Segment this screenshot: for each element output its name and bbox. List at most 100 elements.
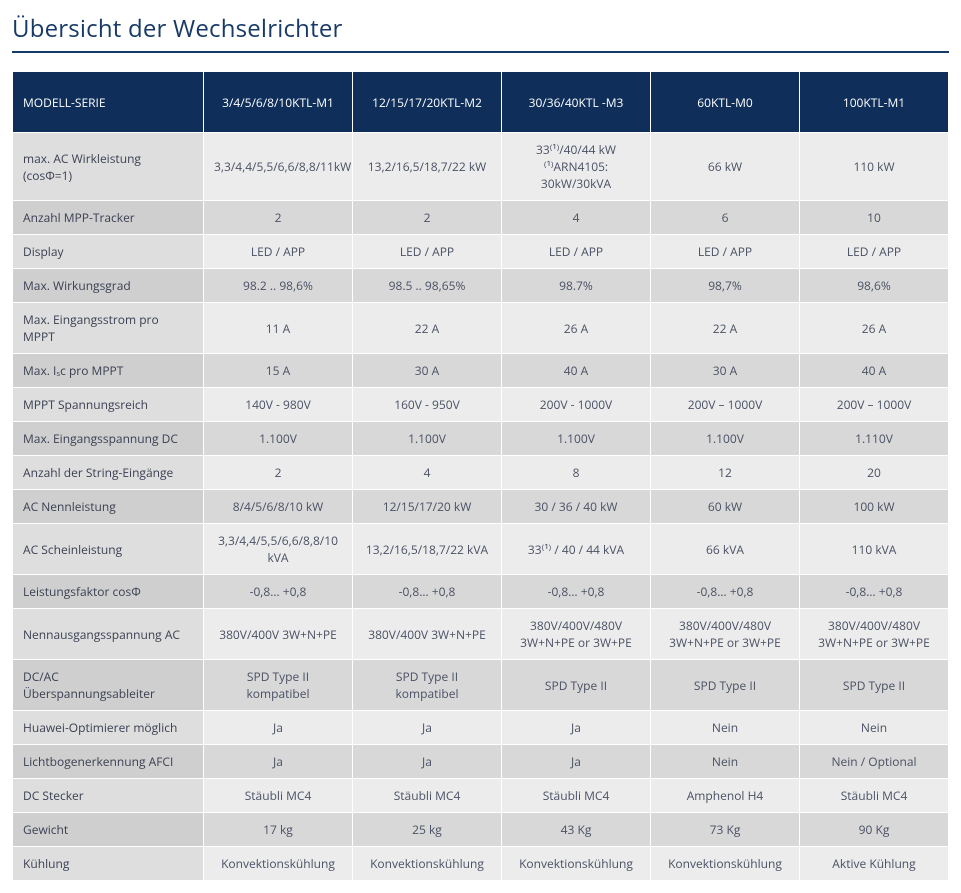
cell: Aktive Kühlung: [800, 847, 948, 880]
cell: 98.5 .. 98,65%: [353, 269, 501, 302]
cell: 12: [651, 456, 799, 489]
table-header-row: MODELL-SERIE 3/4/5/6/8/10KTL-M1 12/15/17…: [13, 72, 948, 132]
cell: Nein: [651, 745, 799, 778]
cell: 4: [502, 201, 650, 234]
row-label: Max. Iₛc pro MPPT: [13, 354, 203, 387]
cell: 40 A: [800, 354, 948, 387]
cell: SPD Type II: [800, 660, 948, 710]
cell: 66 kVA: [651, 524, 799, 574]
page-title: Übersicht der Wechselrichter: [12, 12, 949, 53]
cell: 33⁽¹⁾ / 40 / 44 kVA: [502, 524, 650, 574]
cell: 1.100V: [651, 422, 799, 455]
cell: 17 kg: [204, 813, 352, 846]
table-row: Max. Eingangsstrom pro MPPT11 A22 A26 A2…: [13, 303, 948, 353]
cell: 26 A: [800, 303, 948, 353]
header-model-1: 12/15/17/20KTL-M2: [353, 72, 501, 132]
cell: SPD Type II kompatibel: [353, 660, 501, 710]
cell: 160V - 950V: [353, 388, 501, 421]
row-label: DC Stecker: [13, 779, 203, 812]
cell: 15 A: [204, 354, 352, 387]
table-row: Nennausgangsspannung AC380V/400V 3W+N+PE…: [13, 609, 948, 659]
table-row: Gewicht17 kg25 kg43 Kg73 Kg90 Kg: [13, 813, 948, 846]
cell: 2: [204, 201, 352, 234]
row-label: Lichtbogenerkennung AFCI: [13, 745, 203, 778]
cell: 60 kW: [651, 490, 799, 523]
cell: 22 A: [353, 303, 501, 353]
cell: Ja: [502, 745, 650, 778]
cell: 3,3/4,4/5,5/6,6/8,8/11kW: [204, 133, 352, 200]
cell: 98,6%: [800, 269, 948, 302]
cell: Konvektionskühlung: [353, 847, 501, 880]
cell: 100 kW: [800, 490, 948, 523]
cell: 200V – 1000V: [800, 388, 948, 421]
cell: 73 Kg: [651, 813, 799, 846]
cell: 380V/400V 3W+N+PE: [204, 609, 352, 659]
cell: Ja: [204, 711, 352, 744]
cell: 98.7%: [502, 269, 650, 302]
table-row: DisplayLED / APPLED / APPLED / APPLED / …: [13, 235, 948, 268]
table-row: MPPT Spannungsreich140V - 980V160V - 950…: [13, 388, 948, 421]
table-row: Max. Eingangsspannung DC1.100V1.100V1.10…: [13, 422, 948, 455]
row-label: Kühlung: [13, 847, 203, 880]
cell: Stäubli MC4: [353, 779, 501, 812]
cell: Stäubli MC4: [204, 779, 352, 812]
cell: 1.110V: [800, 422, 948, 455]
cell: 30 A: [651, 354, 799, 387]
cell: Ja: [353, 711, 501, 744]
cell: 2: [353, 201, 501, 234]
cell: 26 A: [502, 303, 650, 353]
cell: 22 A: [651, 303, 799, 353]
spec-table: MODELL-SERIE 3/4/5/6/8/10KTL-M1 12/15/17…: [12, 71, 949, 881]
cell: 30 A: [353, 354, 501, 387]
table-row: Anzahl MPP-Tracker224610: [13, 201, 948, 234]
table-row: KühlungKonvektionskühlungKonvektionskühl…: [13, 847, 948, 880]
row-label: Anzahl der String-Eingänge: [13, 456, 203, 489]
cell: Ja: [353, 745, 501, 778]
header-model-0: 3/4/5/6/8/10KTL-M1: [204, 72, 352, 132]
table-row: Max. Wirkungsgrad98.2 .. 98,6%98.5 .. 98…: [13, 269, 948, 302]
cell: Konvektionskühlung: [204, 847, 352, 880]
row-label: Max. Eingangsspannung DC: [13, 422, 203, 455]
cell: 200V - 1000V: [502, 388, 650, 421]
cell: 25 kg: [353, 813, 501, 846]
cell: 380V/400V/480V 3W+N+PE or 3W+PE: [651, 609, 799, 659]
cell: 13,2/16,5/18,7/22 kW: [353, 133, 501, 200]
header-model-4: 100KTL-M1: [800, 72, 948, 132]
table-row: max. AC Wirkleistung (cosΦ=1)3,3/4,4/5,5…: [13, 133, 948, 200]
cell: SPD Type II kompatibel: [204, 660, 352, 710]
cell: 10: [800, 201, 948, 234]
row-label: AC Nennleistung: [13, 490, 203, 523]
cell: 20: [800, 456, 948, 489]
cell: LED / APP: [204, 235, 352, 268]
row-label: Anzahl MPP-Tracker: [13, 201, 203, 234]
cell: 40 A: [502, 354, 650, 387]
cell: Stäubli MC4: [502, 779, 650, 812]
cell: Nein / Optional: [800, 745, 948, 778]
cell: 4: [353, 456, 501, 489]
cell: 43 Kg: [502, 813, 650, 846]
cell: -0,8… +0,8: [651, 575, 799, 608]
cell: Konvektionskühlung: [651, 847, 799, 880]
cell: Ja: [502, 711, 650, 744]
cell: -0,8… +0,8: [204, 575, 352, 608]
row-label: Max. Wirkungsgrad: [13, 269, 203, 302]
cell: -0,8… +0,8: [502, 575, 650, 608]
row-label: Huawei-Optimierer möglich: [13, 711, 203, 744]
cell: Ja: [204, 745, 352, 778]
cell: LED / APP: [353, 235, 501, 268]
row-label: Gewicht: [13, 813, 203, 846]
cell: 8/4/5/6/8/10 kW: [204, 490, 352, 523]
cell: SPD Type II: [502, 660, 650, 710]
cell: 13,2/16,5/18,7/22 kVA: [353, 524, 501, 574]
cell: -0,8… +0,8: [800, 575, 948, 608]
cell: 380V/400V/480V 3W+N+PE or 3W+PE: [502, 609, 650, 659]
cell: 8: [502, 456, 650, 489]
cell: 1.100V: [204, 422, 352, 455]
row-label: Max. Eingangsstrom pro MPPT: [13, 303, 203, 353]
header-model-3: 60KTL-M0: [651, 72, 799, 132]
cell: LED / APP: [651, 235, 799, 268]
table-row: Leistungsfaktor cosΦ-0,8… +0,8-0,8… +0,8…: [13, 575, 948, 608]
table-row: DC SteckerStäubli MC4Stäubli MC4Stäubli …: [13, 779, 948, 812]
table-row: Anzahl der String-Eingänge2481220: [13, 456, 948, 489]
cell: 12/15/17/20 kW: [353, 490, 501, 523]
